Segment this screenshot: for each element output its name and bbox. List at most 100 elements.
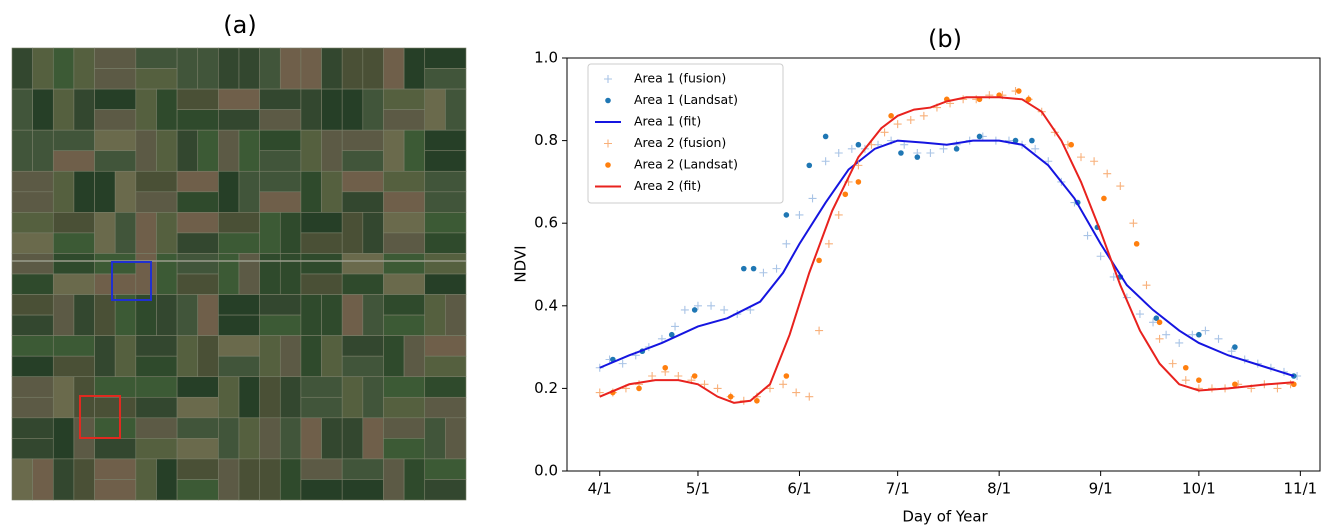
- field: [73, 458, 95, 501]
- field: [135, 458, 157, 501]
- field: [32, 458, 54, 501]
- fusion-point: [880, 128, 889, 137]
- fusion-point: [847, 144, 856, 153]
- field: [341, 212, 364, 254]
- field: [11, 191, 54, 213]
- fusion-point: [939, 144, 948, 153]
- landsat-point: [816, 257, 822, 264]
- field: [135, 68, 178, 90]
- field: [383, 232, 426, 254]
- field: [383, 314, 426, 336]
- field: [73, 294, 95, 336]
- field: [218, 314, 260, 336]
- field: [94, 479, 137, 501]
- field: [94, 376, 137, 398]
- legend-swatch: [605, 162, 611, 168]
- landsat-point: [888, 113, 894, 119]
- field: [259, 253, 281, 295]
- field: [341, 355, 384, 378]
- field: [383, 212, 426, 234]
- fusion-point: [1214, 334, 1223, 343]
- field: [383, 273, 426, 295]
- field: [135, 253, 157, 295]
- field: [383, 47, 405, 90]
- field: [424, 376, 467, 398]
- fusion-point: [720, 305, 729, 314]
- field: [383, 438, 426, 460]
- field: [279, 47, 302, 90]
- field: [424, 212, 467, 234]
- field: [11, 376, 54, 398]
- field: [176, 396, 219, 419]
- field: [341, 273, 384, 295]
- field: [259, 417, 281, 460]
- field: [114, 335, 137, 378]
- field: [11, 170, 54, 193]
- field: [218, 129, 240, 172]
- field: [94, 68, 137, 90]
- field: [362, 212, 384, 254]
- field: [238, 129, 260, 172]
- field: [94, 129, 137, 152]
- field: [300, 479, 343, 501]
- field: [238, 47, 260, 90]
- field: [176, 335, 199, 378]
- field: [445, 294, 467, 336]
- plot-frame: [566, 57, 1321, 472]
- field: [341, 294, 364, 336]
- field: [94, 438, 137, 460]
- landsat-point: [1101, 195, 1107, 202]
- landsat-point: [691, 307, 698, 313]
- field: [424, 191, 467, 213]
- y-tick-label: 0.4: [534, 296, 558, 314]
- field: [52, 273, 95, 295]
- field: [341, 335, 384, 357]
- field: [300, 88, 322, 131]
- landsat-point: [1196, 377, 1202, 383]
- field: [176, 109, 219, 131]
- fusion-point: [834, 148, 843, 157]
- field: [300, 294, 322, 336]
- field: [52, 232, 95, 254]
- field: [424, 68, 467, 90]
- field: [73, 88, 95, 131]
- fusion-point: [713, 384, 722, 393]
- legend-swatch: [604, 139, 612, 148]
- field: [176, 191, 219, 213]
- field: [11, 438, 54, 460]
- field: [135, 335, 178, 357]
- fusion-point: [792, 388, 801, 397]
- fusion-point: [805, 392, 814, 401]
- field: [52, 88, 75, 131]
- field: [94, 150, 137, 172]
- field: [403, 47, 426, 90]
- field: [362, 294, 384, 336]
- fusion-point: [1090, 157, 1099, 166]
- field: [300, 212, 343, 234]
- fusion-point: [893, 120, 902, 129]
- fusion-point: [1149, 318, 1158, 327]
- field: [321, 88, 343, 131]
- fusion-point: [1103, 169, 1112, 178]
- field: [11, 396, 54, 419]
- fusion-point: [779, 380, 788, 389]
- field: [218, 232, 260, 254]
- fusion-point: [782, 239, 791, 248]
- y-tick-label: 0.8: [534, 131, 558, 149]
- x-tick-label: 6/1: [787, 480, 811, 498]
- field: [11, 88, 33, 131]
- x-tick-label: 5/1: [686, 480, 710, 498]
- field: [135, 376, 178, 398]
- landsat-point: [1133, 241, 1140, 247]
- field: [341, 88, 364, 131]
- field: [176, 273, 219, 295]
- field: [341, 253, 384, 275]
- legend-label: Area 1 (Landsat): [634, 92, 738, 107]
- landsat-point: [1016, 88, 1022, 94]
- fusion-point: [759, 268, 768, 277]
- field: [300, 376, 343, 398]
- field: [279, 458, 302, 501]
- field: [383, 376, 426, 398]
- fusion-point: [1083, 231, 1092, 240]
- field: [32, 88, 54, 131]
